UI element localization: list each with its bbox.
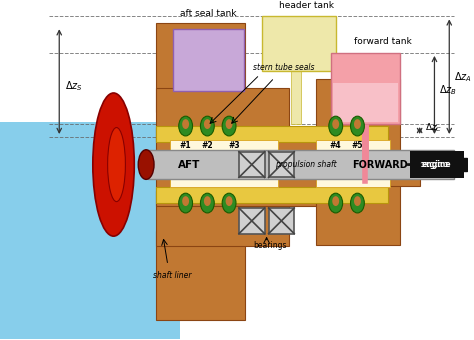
Text: shaft liner: shaft liner [153,271,191,280]
Bar [0,4,188,43]
Ellipse shape [179,116,192,136]
Text: engine: engine [419,160,449,169]
Text: $\Delta z_B$: $\Delta z_B$ [439,83,457,97]
Ellipse shape [182,196,189,206]
Text: #4: #4 [330,141,342,150]
Bar [269,152,294,177]
Bar [180,4,468,339]
Ellipse shape [222,116,236,136]
Ellipse shape [204,196,211,206]
Ellipse shape [204,119,211,129]
Bar [148,150,454,180]
Ellipse shape [332,119,339,129]
Ellipse shape [108,128,126,202]
Ellipse shape [222,193,236,213]
Text: propulsion shaft: propulsion shaft [275,160,337,169]
Bar [0,4,180,142]
Ellipse shape [138,150,154,180]
Bar [156,167,388,206]
FancyArrow shape [457,158,467,171]
Bar [333,83,398,122]
Ellipse shape [201,193,214,213]
Bar [292,70,301,124]
Bar [410,151,459,178]
Text: FORWARD: FORWARD [352,159,408,170]
Bar [156,23,245,112]
Text: stern tube seals: stern tube seals [253,63,314,72]
Text: #1: #1 [180,141,191,150]
Bar [0,4,180,122]
Ellipse shape [354,196,361,206]
Text: $\Delta z_S$: $\Delta z_S$ [65,80,83,94]
Text: engine: engine [421,160,451,169]
Bar [331,53,400,124]
Bar [316,140,390,187]
Bar [156,191,289,245]
Ellipse shape [93,93,134,236]
Ellipse shape [329,116,343,136]
Text: AFT: AFT [178,159,201,170]
Ellipse shape [350,193,365,213]
Bar [269,208,294,234]
Bar [156,128,388,166]
Text: #2: #2 [201,141,213,150]
Ellipse shape [350,116,365,136]
Text: #3: #3 [228,141,240,150]
Bar [410,151,464,178]
Bar [156,187,388,203]
Bar [390,157,419,186]
Bar [316,164,400,244]
Ellipse shape [329,193,343,213]
Text: $\Delta z_A$: $\Delta z_A$ [454,70,472,84]
Ellipse shape [179,193,192,213]
Ellipse shape [226,196,233,206]
Bar [156,231,245,320]
Text: forward tank: forward tank [354,37,412,46]
Ellipse shape [332,196,339,206]
Bar [170,140,278,187]
Bar [173,29,244,90]
Bar [0,4,180,339]
Ellipse shape [226,119,233,129]
Bar [156,126,388,142]
Text: #5: #5 [352,141,363,150]
Text: bearings: bearings [253,241,286,250]
Text: aft seal tank: aft seal tank [180,9,237,18]
Text: header tank: header tank [279,1,334,10]
Bar [262,16,336,71]
Bar [239,208,264,234]
Bar [316,79,400,166]
Ellipse shape [182,119,189,129]
Bar [239,152,264,177]
Text: $\Delta z_C$: $\Delta z_C$ [425,121,442,134]
Bar [156,88,289,142]
Ellipse shape [201,116,214,136]
Ellipse shape [354,119,361,129]
